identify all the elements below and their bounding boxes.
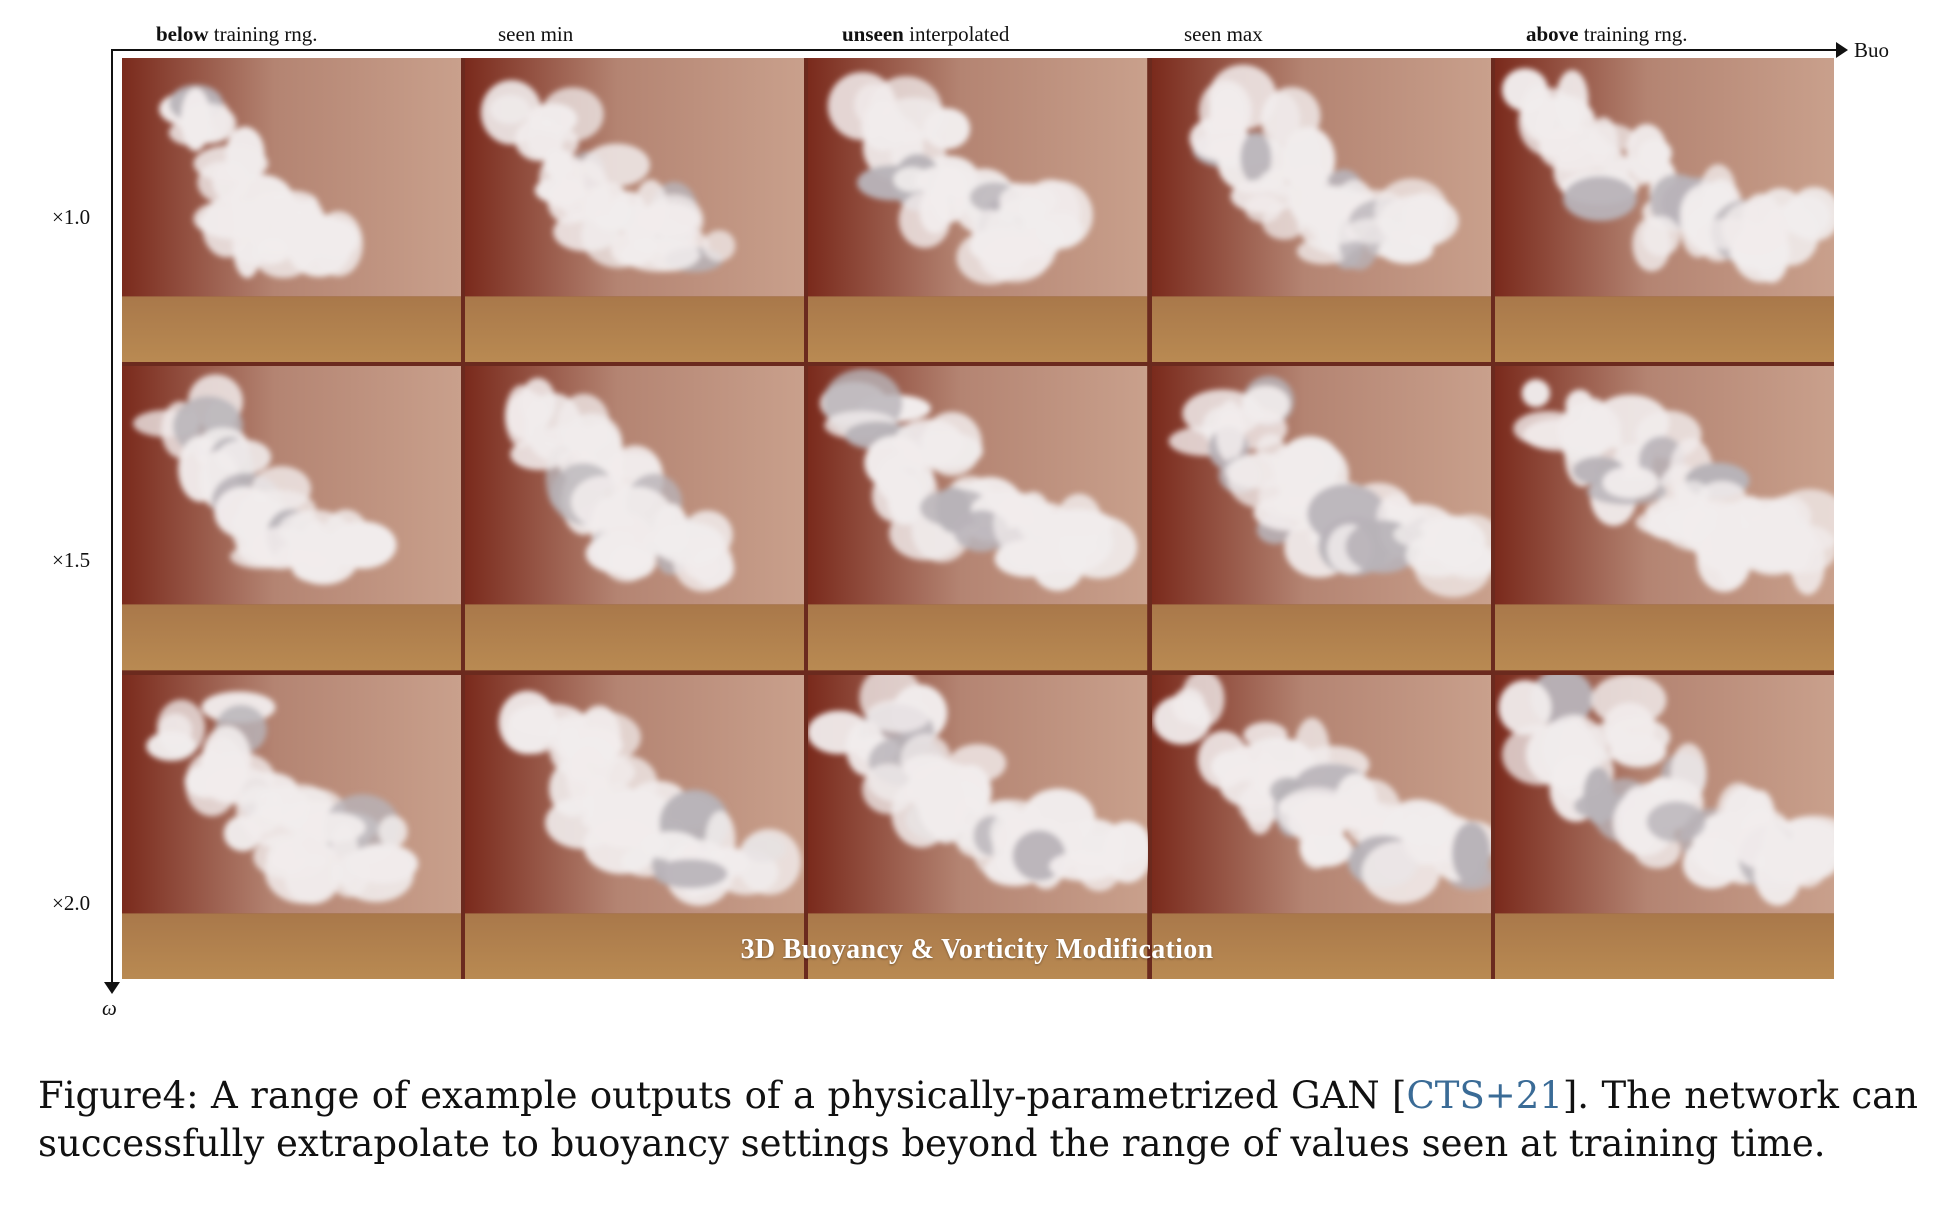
floor-backdrop (122, 296, 462, 363)
smoke-plume (1513, 379, 1834, 596)
smoke-render-r3-c1 (122, 674, 462, 979)
smoke-plume (159, 84, 363, 279)
column-label-above: above training rng. (1526, 22, 1688, 46)
smoke-render-r1-c5 (1494, 58, 1834, 363)
column-label-below: below training rng. (156, 22, 318, 46)
smoke-render-r3-c4 (1151, 674, 1491, 979)
floor-backdrop (1151, 296, 1491, 363)
caption-label: Figure4: (38, 1074, 199, 1117)
smoke-render-r3-c5 (1494, 674, 1834, 979)
smoke-plume (505, 378, 735, 593)
smoke-plume (133, 374, 397, 586)
x-axis-line (112, 49, 1838, 51)
figure-caption: Figure4: A range of example outputs of a… (38, 1072, 1918, 1168)
smoke-plume (498, 690, 802, 906)
y-axis-arrow (104, 982, 120, 994)
floor-backdrop (465, 296, 805, 363)
row-label-3: ×2.0 (52, 891, 91, 915)
smoke-plume (481, 80, 736, 273)
smoke-render-r2-c2 (465, 366, 805, 671)
smoke-plume (146, 691, 419, 904)
smoke-render-r2-c4 (1151, 366, 1491, 671)
smoke-render-r2-c5 (1494, 366, 1834, 671)
smoke-render-r1-c4 (1151, 58, 1491, 363)
floor-backdrop (1494, 604, 1834, 671)
floor-backdrop (808, 604, 1148, 671)
floor-backdrop (122, 913, 462, 979)
citation-link[interactable]: CTS+21 (1406, 1074, 1563, 1117)
floor-backdrop (465, 913, 805, 979)
smoke-plume (808, 674, 1148, 891)
x-axis-label: Buo (1854, 38, 1890, 62)
smoke-plume (1189, 64, 1459, 271)
smoke-image-grid (122, 58, 1834, 979)
smoke-render-r1-c2 (465, 58, 805, 363)
smoke-plume (1168, 376, 1491, 598)
column-label-seen-max: seen max (1184, 22, 1263, 46)
floor-backdrop (1151, 913, 1491, 979)
smoke-plume (1152, 674, 1491, 904)
column-label-unseen: unseen interpolated (842, 22, 1010, 46)
y-axis-label: ω (102, 996, 117, 1020)
smoke-plume (1498, 674, 1834, 906)
floor-backdrop (808, 296, 1148, 363)
row-label-2: ×1.5 (52, 548, 91, 572)
smoke-render-r2-c3 (808, 366, 1148, 671)
smoke-plume (828, 72, 1094, 285)
smoke-render-r3-c2 (465, 674, 805, 979)
smoke-render-r2-c1 (122, 366, 462, 671)
column-label-seen-min: seen min (498, 22, 574, 46)
caption-text-after: ]. The network can successfully extrapol… (38, 1074, 1918, 1165)
smoke-render-r1-c3 (808, 58, 1148, 363)
floor-backdrop (808, 913, 1148, 979)
floor-backdrop (1151, 604, 1491, 671)
floor-backdrop (122, 604, 462, 671)
smoke-render-r1-c1 (122, 58, 462, 363)
smoke-plume (820, 369, 1138, 592)
caption-text-before: A range of example outputs of a physical… (211, 1074, 1407, 1117)
floor-backdrop (1494, 913, 1834, 979)
smoke-render-r3-c3 (808, 674, 1148, 979)
row-label-1: ×1.0 (52, 205, 91, 229)
smoke-plume (1501, 68, 1834, 284)
image-overlay-title: 3D Buoyancy & Vorticity Modification (740, 934, 1214, 965)
floor-backdrop (1494, 296, 1834, 363)
figure: below training rng. seen min unseen inte… (52, 22, 1890, 1020)
y-axis-line (111, 49, 113, 984)
x-axis-arrow (1836, 42, 1848, 58)
floor-backdrop (465, 604, 805, 671)
